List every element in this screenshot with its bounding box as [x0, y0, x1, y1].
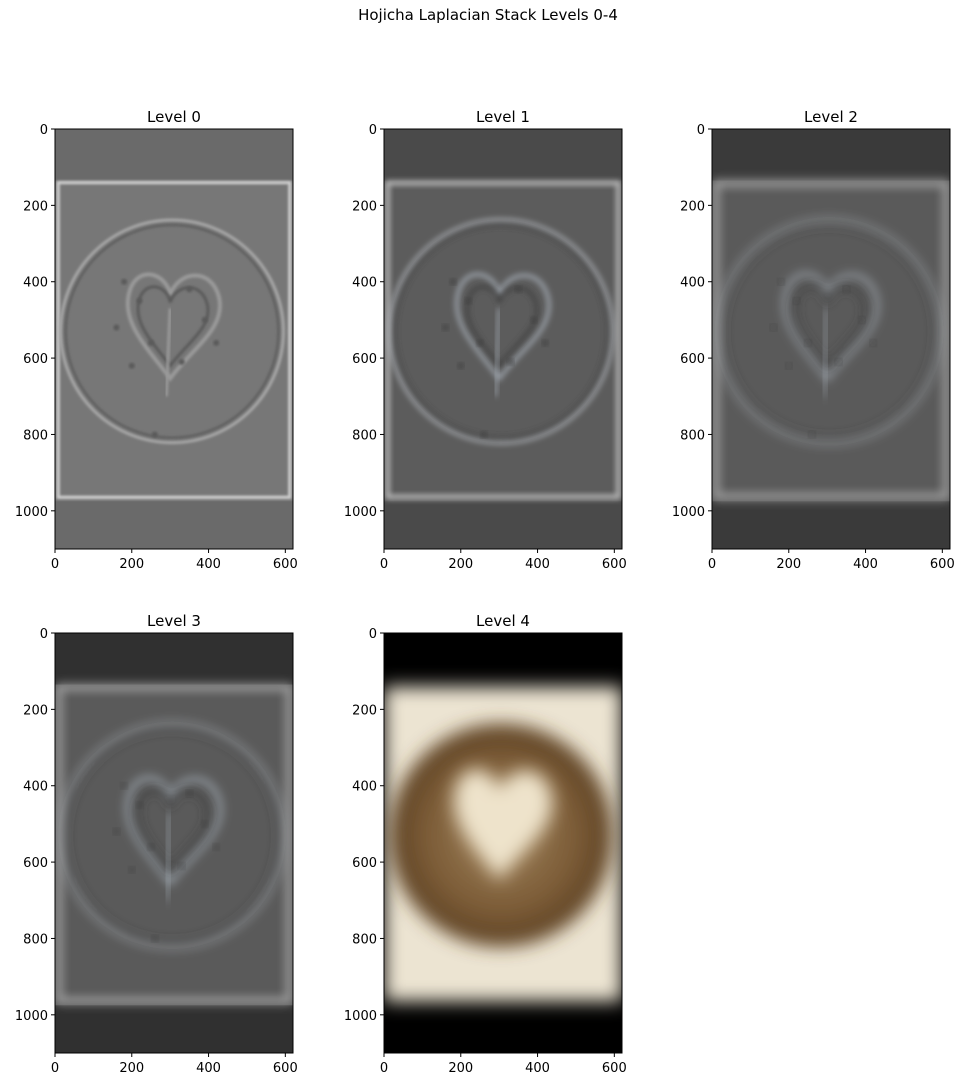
y-tick-label: 1000: [344, 505, 377, 520]
x-tick-label: 400: [525, 557, 550, 572]
y-tick-label: 0: [40, 123, 48, 138]
x-tick-label: 600: [273, 1061, 298, 1076]
y-tick-label: 200: [23, 703, 48, 718]
y-tick-label: 800: [352, 428, 377, 443]
image-level-1: [384, 129, 622, 549]
y-tick-label: 200: [680, 199, 705, 214]
panel-level-0: Level 0 0 200 400 600 0 200 400 600 800 1000: [15, 108, 298, 572]
y-tick-label: 600: [680, 352, 705, 367]
panel-title: Level 1: [476, 108, 530, 126]
y-tick-label: 0: [40, 627, 48, 642]
x-tick-label: 0: [51, 1061, 59, 1076]
y-tick-label: 200: [352, 199, 377, 214]
x-tick-label: 400: [196, 1061, 221, 1076]
panel-level-4: Level 4 0 200 400 600 0 200 400 600 800 1000: [344, 612, 627, 1076]
y-tick-label: 0: [697, 123, 705, 138]
x-tick-label: 0: [380, 557, 388, 572]
y-tick-label: 1000: [15, 1009, 48, 1024]
panel-level-3: Level 3 0 200 400 600 0 200 400 600 800 1000: [15, 612, 298, 1076]
x-tick-label: 600: [602, 557, 627, 572]
y-tick-label: 600: [352, 856, 377, 871]
y-tick-label: 600: [352, 352, 377, 367]
x-tick-label: 200: [776, 557, 801, 572]
axes-frame: [54, 632, 294, 1054]
figure-title: Hojicha Laplacian Stack Levels 0-4: [358, 6, 618, 24]
panel-title: Level 0: [147, 108, 201, 126]
y-tick-label: 400: [23, 780, 48, 795]
axes-frame: [711, 128, 951, 550]
y-tick-label: 200: [352, 703, 377, 718]
x-tick-label: 200: [448, 557, 473, 572]
y-tick-label: 600: [23, 856, 48, 871]
x-tick-label: 200: [448, 1061, 473, 1076]
y-tick-label: 200: [23, 199, 48, 214]
y-tick-label: 400: [352, 780, 377, 795]
x-tick-label: 0: [380, 1061, 388, 1076]
axes-frame: [383, 128, 623, 550]
axes-frame: [383, 632, 623, 1054]
x-tick-label: 200: [119, 557, 144, 572]
y-tick-label: 400: [352, 276, 377, 291]
y-tick-label: 0: [369, 123, 377, 138]
axes-frame: [54, 128, 294, 550]
y-tick-label: 1000: [344, 1009, 377, 1024]
x-tick-label: 0: [708, 557, 716, 572]
y-tick-label: 1000: [672, 505, 705, 520]
y-tick-label: 800: [352, 932, 377, 947]
y-tick-label: 800: [680, 428, 705, 443]
panel-title: Level 4: [476, 612, 530, 630]
x-tick-label: 600: [273, 557, 298, 572]
x-tick-label: 200: [119, 1061, 144, 1076]
panel-level-1: Level 1 0 200 400 600 0 200 400 600 800 1000: [344, 108, 627, 572]
y-tick-label: 0: [369, 627, 377, 642]
image-level-2: [712, 129, 950, 549]
y-tick-label: 600: [23, 352, 48, 367]
panel-level-2: Level 2 0 200 400 600 0 200 400 600 800 1000: [672, 108, 955, 572]
panel-title: Level 2: [804, 108, 858, 126]
image-level-3: [55, 633, 293, 1053]
x-tick-label: 0: [51, 557, 59, 572]
image-level-0: [55, 129, 293, 549]
image-level-4: [384, 633, 622, 1053]
y-tick-label: 400: [23, 276, 48, 291]
y-tick-label: 400: [680, 276, 705, 291]
x-tick-label: 600: [602, 1061, 627, 1076]
y-tick-label: 800: [23, 932, 48, 947]
x-tick-label: 400: [525, 1061, 550, 1076]
y-tick-label: 800: [23, 428, 48, 443]
x-tick-label: 400: [196, 557, 221, 572]
panel-title: Level 3: [147, 612, 201, 630]
x-tick-label: 600: [930, 557, 955, 572]
y-tick-label: 1000: [15, 505, 48, 520]
x-tick-label: 400: [853, 557, 878, 572]
